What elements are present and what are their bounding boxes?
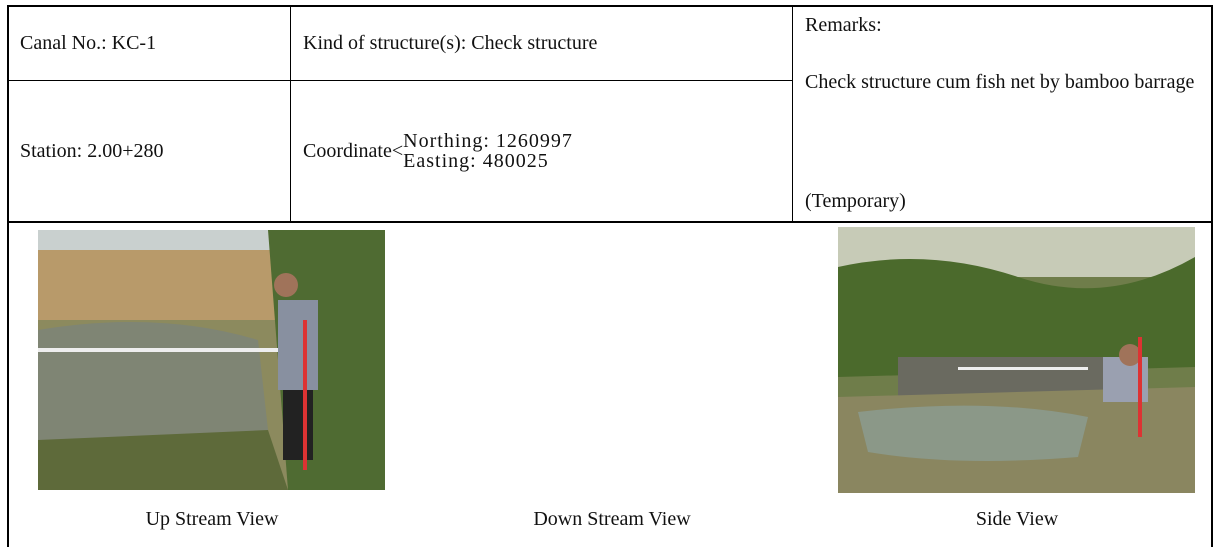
caption: Down Stream View — [533, 508, 691, 530]
border — [7, 5, 1213, 7]
northing: Northing: 1260997 — [403, 130, 573, 152]
station: Station: 2.00+280 — [20, 139, 164, 162]
border — [7, 5, 9, 547]
coordinate: Coordinate< Northing: 1260997 Easting: 4… — [303, 81, 573, 221]
remarks-text: Check structure cum fish net by bamboo b… — [805, 71, 1195, 93]
side-photo — [838, 227, 1195, 493]
border — [792, 5, 793, 222]
border — [1211, 5, 1213, 547]
easting: Easting: 480025 — [403, 150, 549, 172]
border — [290, 5, 291, 222]
kind: Kind of structure(s): Check structure — [303, 32, 598, 54]
coordinate-label: Coordinate< — [303, 139, 404, 162]
caption: Side View — [975, 508, 1059, 530]
border — [7, 221, 1213, 223]
caption: Up Stream View — [145, 508, 279, 530]
coordinate-group: Coordinate< Northing: 1260997 Easting: 4… — [303, 131, 573, 171]
border — [7, 80, 792, 81]
coordinate-values: Northing: 1260997 Easting: 480025 — [403, 131, 573, 171]
remarks-title: Remarks: — [805, 14, 882, 36]
remarks-note: (Temporary) — [805, 190, 906, 212]
canal: Canal No.: KC-1 — [20, 32, 157, 54]
upstream-photo — [38, 230, 385, 490]
